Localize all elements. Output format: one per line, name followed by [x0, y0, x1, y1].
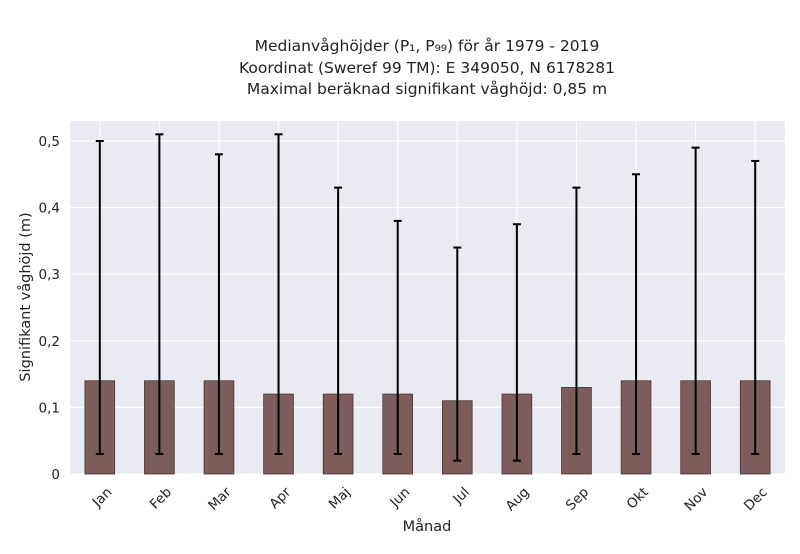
x-tick-label: Mar	[205, 484, 235, 514]
y-tick-label: 0,4	[39, 201, 60, 217]
y-axis-ticks: 0 0,1 0,2 0,3 0,4 0,5	[39, 134, 60, 483]
x-tick-label: Jun	[386, 484, 413, 511]
x-tick-label: Nov	[681, 484, 711, 514]
chart-title: Medianvåghöjder (P₁, P₉₉) för år 1979 - …	[239, 37, 615, 98]
y-tick-label: 0,5	[39, 134, 60, 150]
x-tick-label: Dec	[741, 484, 771, 514]
x-tick-label: Feb	[147, 484, 175, 512]
x-tick-label: Sep	[563, 484, 592, 513]
y-tick-label: 0	[51, 467, 60, 483]
chart-subtitle-max-height: Maximal beräknad signifikant våghöjd: 0,…	[247, 80, 607, 98]
x-tick-label: Apr	[266, 484, 294, 512]
error-bars	[95, 133, 760, 462]
chart-subtitle-coordinates: Koordinat (Sweref 99 TM): E 349050, N 61…	[239, 59, 615, 77]
y-tick-label: 0,1	[39, 400, 60, 416]
y-tick-label: 0,2	[39, 334, 60, 350]
chart-title-line: Medianvåghöjder (P₁, P₉₉) för år 1979 - …	[255, 37, 600, 55]
x-tick-label: Jul	[449, 484, 473, 508]
y-tick-label: 0,3	[39, 267, 60, 283]
x-tick-label: Maj	[326, 484, 354, 512]
x-tick-label: Aug	[503, 484, 533, 514]
plot-area	[70, 121, 785, 474]
x-axis-ticks: Jan Feb Mar Apr Maj Jun Jul Aug Sep Okt Nov Dec	[89, 484, 771, 514]
x-axis-label: Månad	[403, 518, 452, 535]
x-tick-label: Okt	[624, 484, 652, 512]
x-tick-label: Jan	[89, 484, 116, 511]
y-axis-label: Signifikant våghöjd (m)	[17, 212, 34, 381]
